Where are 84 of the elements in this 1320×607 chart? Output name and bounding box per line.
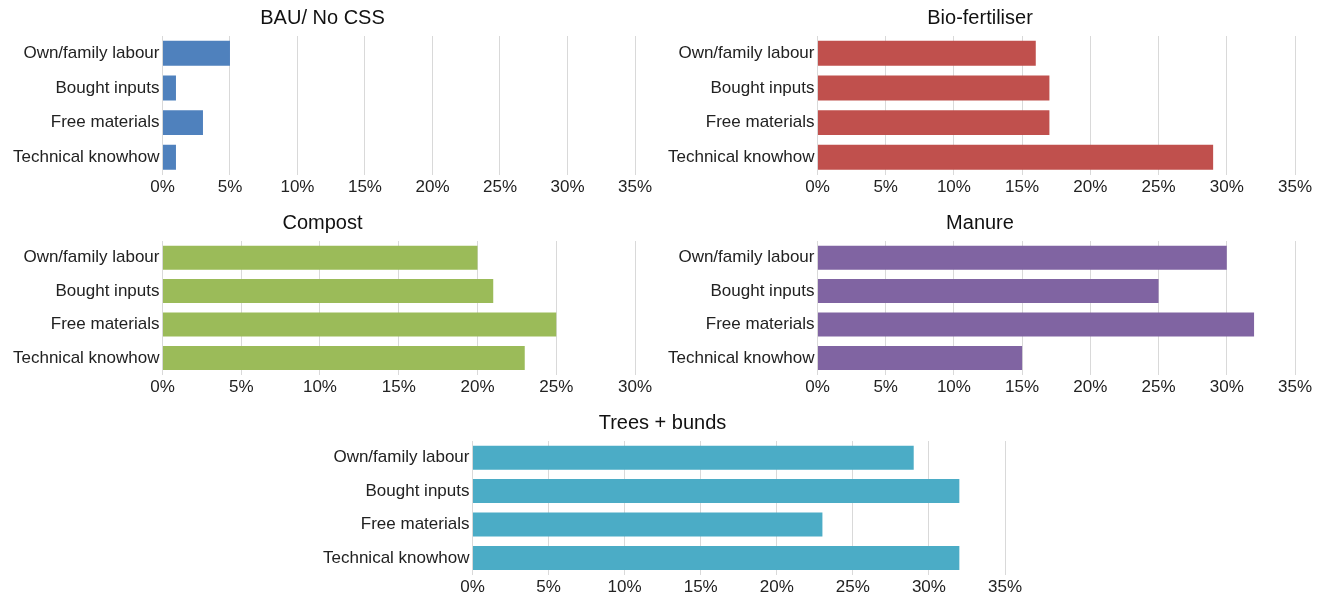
x-tick-label: 0% bbox=[805, 377, 830, 397]
chart-title: Bio-fertiliser bbox=[927, 5, 1034, 28]
x-tick-label: 10% bbox=[280, 177, 315, 197]
y-tick-label: Bought inputs bbox=[55, 77, 160, 97]
x-tick-label: 15% bbox=[1005, 377, 1040, 397]
y-tick-label: Free materials bbox=[705, 314, 815, 334]
bar bbox=[162, 110, 203, 136]
y-tick-label: Bought inputs bbox=[710, 77, 815, 97]
x-tick-label: 15% bbox=[683, 577, 718, 597]
x-tick-label: 15% bbox=[381, 377, 416, 397]
x-tick-label: 10% bbox=[936, 177, 971, 197]
x-tick-label: 35% bbox=[987, 577, 1023, 597]
x-tick-label: 30% bbox=[617, 377, 653, 397]
y-tick-label: Free materials bbox=[705, 112, 815, 132]
chart-title: Trees + bunds bbox=[598, 410, 727, 433]
y-tick-label: Technical knowhow bbox=[668, 347, 816, 367]
bar bbox=[472, 512, 823, 537]
bar bbox=[162, 245, 478, 270]
y-tick-label: Own/family labour bbox=[333, 447, 470, 467]
x-tick-label: 20% bbox=[415, 177, 450, 197]
x-tick-label: 30% bbox=[1209, 377, 1244, 397]
x-tick-label: 30% bbox=[550, 177, 585, 197]
chart-title: BAU/ No CSS bbox=[260, 5, 385, 28]
bar bbox=[472, 545, 960, 570]
x-tick-label: 35% bbox=[617, 177, 653, 197]
x-tick-label: 0% bbox=[460, 577, 485, 597]
y-tick-label: Free materials bbox=[360, 514, 470, 534]
x-tick-label: 10% bbox=[936, 377, 971, 397]
y-tick-label: Bought inputs bbox=[365, 480, 470, 500]
x-tick-label: 20% bbox=[460, 377, 495, 397]
y-tick-label: Free materials bbox=[50, 112, 160, 132]
x-tick-label: 5% bbox=[873, 377, 898, 397]
x-tick-label: 20% bbox=[1073, 177, 1108, 197]
bar bbox=[817, 40, 1036, 66]
y-tick-label: Own/family labour bbox=[678, 43, 815, 63]
chart-title: Compost bbox=[282, 210, 363, 233]
x-tick-label: 25% bbox=[1141, 177, 1176, 197]
x-tick-label: 0% bbox=[150, 377, 175, 397]
bar bbox=[162, 144, 176, 170]
y-tick-label: Own/family labour bbox=[678, 247, 815, 267]
bar bbox=[817, 75, 1050, 101]
x-tick-label: 20% bbox=[759, 577, 794, 597]
y-tick-label: Technical knowhow bbox=[668, 146, 816, 166]
bar bbox=[817, 110, 1050, 136]
x-tick-label: 0% bbox=[805, 177, 830, 197]
x-tick-label: 25% bbox=[835, 577, 870, 597]
y-tick-label: Own/family labour bbox=[23, 43, 160, 63]
y-tick-label: Technical knowhow bbox=[13, 347, 161, 367]
bar bbox=[162, 40, 230, 66]
x-tick-label: 25% bbox=[1141, 377, 1176, 397]
x-tick-label: 10% bbox=[607, 577, 642, 597]
x-tick-label: 25% bbox=[539, 377, 574, 397]
bar bbox=[472, 479, 960, 504]
y-tick-label: Bought inputs bbox=[710, 280, 815, 300]
bar bbox=[472, 445, 914, 470]
x-tick-label: 25% bbox=[482, 177, 518, 197]
y-tick-label: Free materials bbox=[50, 314, 160, 334]
x-tick-label: 30% bbox=[1209, 177, 1244, 197]
x-tick-label: 15% bbox=[1005, 177, 1040, 197]
x-tick-label: 5% bbox=[873, 177, 898, 197]
bar bbox=[817, 279, 1159, 304]
bar bbox=[817, 245, 1227, 270]
x-tick-label: 20% bbox=[1073, 377, 1108, 397]
x-tick-label: 5% bbox=[228, 377, 254, 397]
y-tick-label: Technical knowhow bbox=[13, 146, 161, 166]
x-tick-label: 5% bbox=[536, 577, 561, 597]
bar bbox=[162, 345, 525, 370]
bar bbox=[162, 312, 557, 337]
bar bbox=[817, 144, 1214, 170]
y-tick-label: Technical knowhow bbox=[323, 547, 471, 567]
bar bbox=[162, 75, 176, 101]
x-tick-label: 30% bbox=[911, 577, 946, 597]
bar bbox=[817, 345, 1023, 370]
bar bbox=[817, 312, 1255, 337]
chart-title: Manure bbox=[946, 210, 1014, 233]
x-tick-label: 15% bbox=[347, 177, 382, 197]
x-tick-label: 0% bbox=[150, 177, 175, 197]
x-tick-label: 35% bbox=[1277, 377, 1313, 397]
x-tick-label: 5% bbox=[217, 177, 243, 197]
bar bbox=[162, 279, 494, 304]
x-tick-label: 35% bbox=[1277, 177, 1313, 197]
y-tick-label: Bought inputs bbox=[55, 280, 160, 300]
y-tick-label: Own/family labour bbox=[23, 247, 160, 267]
x-tick-label: 10% bbox=[302, 377, 337, 397]
